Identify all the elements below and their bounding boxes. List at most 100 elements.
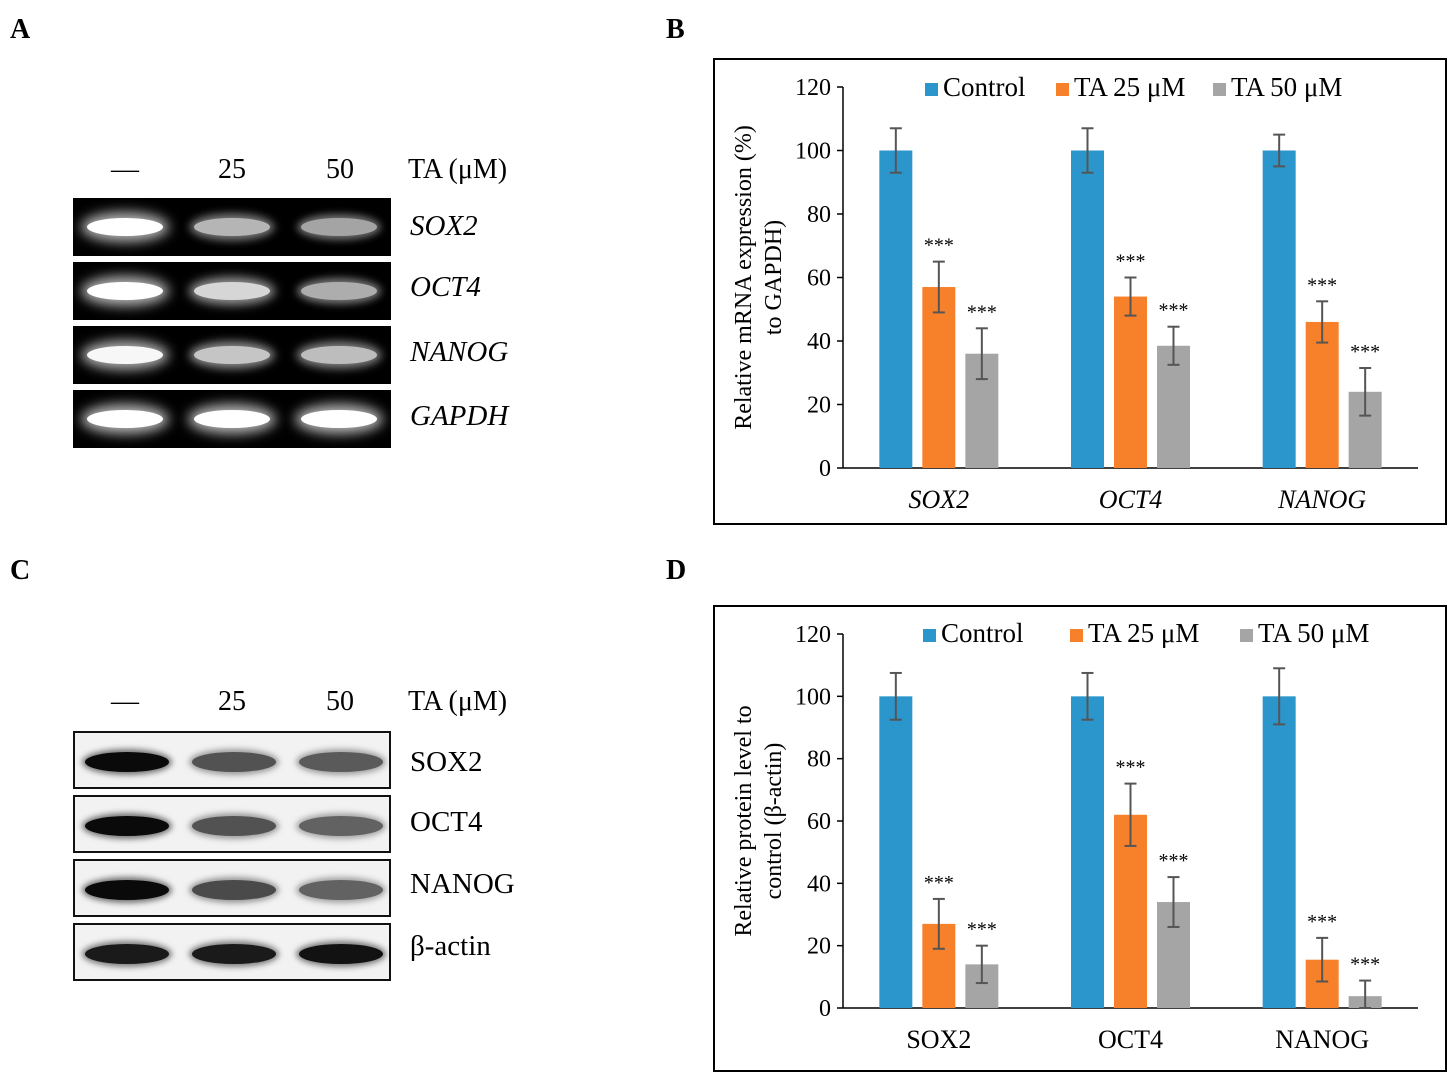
bar (879, 696, 913, 1008)
significance-label: *** (967, 301, 997, 323)
legend-label: TA 25 μM (1088, 618, 1199, 648)
y-tick-label: 60 (807, 266, 831, 292)
y-tick-label: 20 (807, 934, 831, 960)
gel-strip (73, 390, 391, 448)
y-axis-label: to GAPDH) (761, 220, 787, 335)
legend-swatch (1056, 83, 1069, 96)
blot-band (192, 816, 276, 836)
bar (1262, 696, 1296, 1008)
blot-band (192, 880, 276, 900)
bar (1114, 814, 1147, 1008)
blot-band (85, 752, 169, 772)
bar (1305, 321, 1339, 468)
gel-row-label-gapdh: GAPDH (410, 400, 509, 432)
y-axis-label: Relative protein level to (731, 705, 757, 936)
legend-label: Control (943, 72, 1026, 102)
y-tick-label: 0 (819, 456, 831, 482)
gel-band (194, 346, 270, 364)
blot-strip (73, 923, 391, 981)
legend-label: Control (941, 618, 1024, 648)
panel-letter-d: D (666, 555, 687, 586)
y-tick-label: 40 (807, 329, 831, 355)
bar-chart-d: 0 20 40 60 80 100 120 Relative protein level to… (713, 605, 1447, 1072)
blot-strip (73, 859, 391, 917)
gel-row-label-nanog: NANOG (410, 336, 509, 368)
bar (879, 150, 913, 468)
bar (1071, 150, 1104, 468)
legend-label: TA 50 μM (1258, 618, 1369, 648)
legend-label: TA 25 μM (1074, 72, 1185, 102)
blot-band (85, 816, 169, 836)
bar (922, 287, 956, 468)
gel-band (194, 282, 270, 300)
gel-band (301, 346, 377, 364)
treatment-label-c: TA (μM) (408, 686, 508, 717)
bar (1114, 296, 1147, 468)
bar (1071, 696, 1104, 1008)
blot-strip (73, 731, 391, 789)
gel-strip (73, 198, 391, 256)
y-tick-label: 80 (807, 202, 831, 228)
panel-letter-b: B (666, 14, 685, 45)
lane-label-control: — (111, 686, 139, 717)
blot-band (299, 880, 383, 900)
blot-row-label-oct4: OCT4 (410, 806, 483, 838)
gel-strip (73, 262, 391, 320)
blot-band (192, 944, 276, 964)
bar-chart-b: 0 20 40 60 80 100 120 Relative mRNA expression … (713, 58, 1447, 525)
gel-band (87, 410, 163, 428)
gel-band (87, 346, 163, 364)
blot-band (299, 944, 383, 964)
legend-swatch (1213, 83, 1226, 96)
treatment-label-a: TA (μM) (408, 154, 508, 185)
lane-label-25: 25 (218, 154, 246, 185)
x-tick-label: OCT4 (1099, 485, 1163, 514)
y-tick-label: 120 (795, 75, 831, 101)
significance-label: *** (967, 919, 997, 941)
legend-label: TA 50 μM (1231, 72, 1342, 102)
panel-letter-c: C (10, 555, 31, 586)
gel-strip (73, 326, 391, 384)
gel-band (301, 218, 377, 236)
x-tick-label: SOX2 (908, 485, 969, 514)
legend-swatch (923, 629, 936, 642)
blot-row-label-beta-actin: β-actin (410, 930, 491, 962)
blot-row-label-sox2: SOX2 (410, 746, 483, 778)
significance-label: *** (1307, 274, 1337, 296)
y-tick-label: 100 (795, 139, 831, 165)
y-tick-label: 120 (795, 622, 831, 648)
y-tick-label: 80 (807, 747, 831, 773)
blot-band (85, 944, 169, 964)
lane-label-50: 50 (326, 154, 354, 185)
gel-row-label-oct4: OCT4 (410, 271, 481, 303)
blot-strip (73, 795, 391, 853)
gel-band (301, 410, 377, 428)
significance-label: *** (924, 872, 954, 894)
x-tick-label: SOX2 (906, 1025, 971, 1054)
blot-row-label-nanog: NANOG (410, 868, 515, 900)
legend-swatch (1070, 629, 1083, 642)
significance-label: *** (1116, 251, 1146, 273)
significance-label: *** (1159, 850, 1189, 872)
significance-label: *** (1159, 300, 1189, 322)
legend-swatch (1240, 629, 1253, 642)
lane-label-control: — (111, 154, 139, 185)
significance-label: *** (1350, 341, 1380, 363)
gel-band (87, 218, 163, 236)
y-axis-label: control (β-actin) (761, 743, 787, 900)
significance-label: *** (924, 235, 954, 257)
blot-band (192, 752, 276, 772)
significance-label: *** (1350, 954, 1380, 976)
bar (1262, 150, 1296, 468)
blot-band (85, 880, 169, 900)
lane-label-25: 25 (218, 686, 246, 717)
significance-label: *** (1116, 757, 1146, 779)
y-tick-label: 0 (819, 996, 831, 1022)
blot-band (299, 752, 383, 772)
gel-band (87, 282, 163, 300)
lane-label-50: 50 (326, 686, 354, 717)
x-tick-label: NANOG (1277, 485, 1366, 514)
y-axis-label: Relative mRNA expression (%) (731, 125, 757, 430)
gel-row-label-sox2: SOX2 (410, 210, 478, 242)
significance-label: *** (1307, 911, 1337, 933)
